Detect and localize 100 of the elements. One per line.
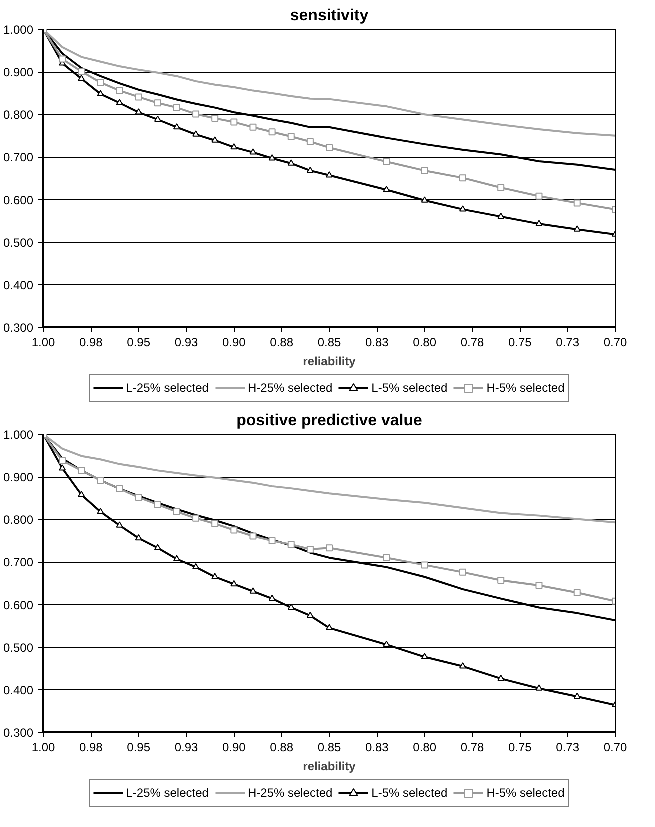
x-tick-label: 0.88 <box>270 336 294 350</box>
point <box>268 537 276 544</box>
point <box>498 674 505 682</box>
y-tick-label: 0.800 <box>3 108 34 122</box>
point <box>135 534 142 541</box>
point <box>306 612 314 618</box>
y-tick-label: 0.800 <box>3 513 34 528</box>
x-tick-label: 0.98 <box>79 336 104 350</box>
point <box>154 544 162 550</box>
point <box>459 662 466 669</box>
point <box>97 90 104 96</box>
point <box>192 514 200 522</box>
point <box>536 192 543 200</box>
point <box>574 200 581 207</box>
point <box>306 546 314 553</box>
y-tick-label: 1.000 <box>3 23 34 37</box>
point <box>536 220 543 226</box>
x-axis-title: reliability <box>303 354 356 368</box>
point <box>78 74 86 82</box>
point <box>135 94 142 101</box>
point <box>116 87 124 94</box>
x-tick-label: 0.95 <box>127 336 151 350</box>
point <box>288 133 295 140</box>
point <box>326 544 333 552</box>
x-tick-label: 0.83 <box>365 336 390 350</box>
point <box>212 136 219 143</box>
legend-label: H-25% selected <box>248 381 333 395</box>
point <box>154 100 162 107</box>
x-axis-title: reliability <box>303 760 356 774</box>
x-tick-label: 1.00 <box>32 336 56 350</box>
x-tick-label: 0.90 <box>222 740 246 754</box>
point <box>78 68 86 76</box>
point <box>59 457 66 464</box>
point <box>459 206 466 212</box>
point <box>116 99 124 106</box>
chart-title: positive predictive value <box>236 412 423 430</box>
point <box>459 568 466 576</box>
x-tick-label: 0.75 <box>508 336 532 350</box>
point <box>173 123 180 130</box>
point <box>383 640 390 648</box>
point <box>421 653 428 660</box>
point <box>230 580 238 587</box>
point <box>250 148 257 155</box>
legend-label: L-5% selected <box>372 381 448 395</box>
point <box>383 158 390 166</box>
point <box>268 128 276 136</box>
legend-label: L-25% selected <box>126 381 209 395</box>
x-tick-label: 0.78 <box>460 336 485 350</box>
legend-label: H-25% selected <box>248 786 333 800</box>
point <box>78 490 86 498</box>
x-tick-label: 0.80 <box>413 740 437 754</box>
point <box>135 494 142 502</box>
point <box>59 56 66 63</box>
point <box>288 160 295 166</box>
point <box>574 589 581 596</box>
point <box>135 108 142 115</box>
point <box>154 501 162 508</box>
point <box>250 532 257 540</box>
point <box>421 167 428 174</box>
point <box>536 684 543 691</box>
x-tick-label: 0.85 <box>318 336 342 350</box>
legend-label: L-5% selected <box>372 786 448 800</box>
point <box>268 594 276 602</box>
point <box>498 184 505 192</box>
point <box>306 166 314 174</box>
x-tick-label: 0.80 <box>413 336 437 350</box>
point <box>173 555 180 562</box>
x-tick-label: 0.78 <box>460 740 485 754</box>
point <box>421 196 428 203</box>
point <box>250 588 257 594</box>
y-tick-label: 1.000 <box>3 428 34 442</box>
legend-label: L-25% selected <box>126 786 209 800</box>
point <box>230 118 238 126</box>
point <box>97 79 104 86</box>
x-tick-label: 0.93 <box>174 740 199 754</box>
point <box>173 104 180 112</box>
x-tick-label: 0.93 <box>174 336 199 350</box>
point <box>230 526 238 534</box>
point <box>212 114 219 122</box>
x-tick-label: 0.70 <box>604 336 628 350</box>
point <box>498 212 505 220</box>
y-tick-label: 0.300 <box>3 726 34 740</box>
y-tick-label: 0.700 <box>3 150 34 165</box>
x-tick-label: 0.90 <box>222 336 246 350</box>
point <box>383 554 390 562</box>
point <box>154 116 162 122</box>
point <box>212 520 219 528</box>
point <box>230 143 238 150</box>
point <box>421 562 428 569</box>
point <box>192 130 200 137</box>
point <box>173 508 180 516</box>
point <box>383 186 390 192</box>
x-tick-label: 0.98 <box>79 740 104 754</box>
y-tick-label: 0.400 <box>3 683 34 698</box>
point <box>306 138 314 146</box>
point <box>116 522 124 528</box>
point <box>574 692 581 699</box>
point <box>459 174 466 182</box>
x-tick-label: 0.83 <box>365 740 390 754</box>
x-tick-label: 0.75 <box>508 740 532 754</box>
